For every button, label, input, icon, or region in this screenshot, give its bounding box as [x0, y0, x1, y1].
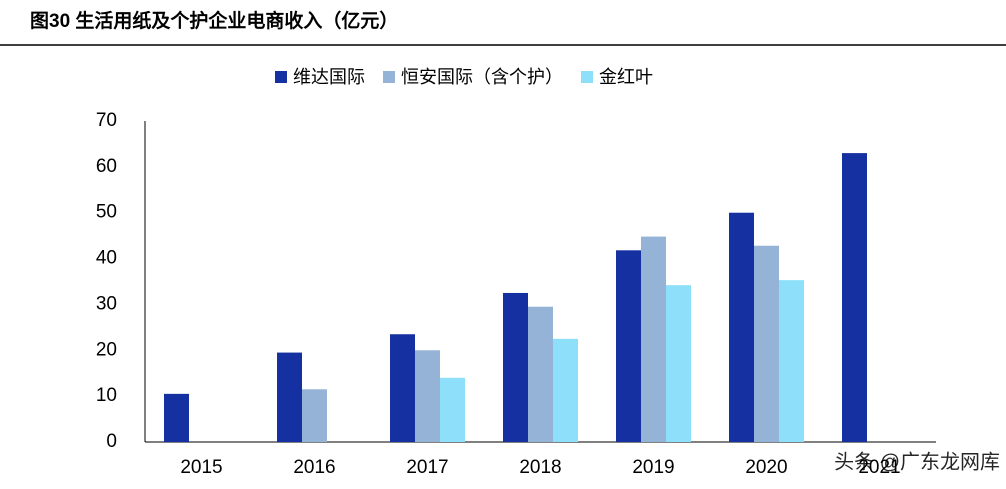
bar — [641, 236, 666, 442]
y-tick-label: 30 — [96, 293, 117, 314]
y-tick-label: 40 — [96, 248, 117, 269]
y-tick-label: 50 — [96, 202, 117, 223]
bar — [729, 212, 754, 442]
legend-swatch — [581, 71, 593, 83]
bar — [440, 377, 465, 442]
legend-label: 维达国际 — [293, 67, 365, 87]
y-tick-label: 70 — [96, 110, 117, 131]
bar — [553, 338, 578, 442]
bar — [164, 393, 189, 442]
y-tick-label: 0 — [106, 431, 117, 452]
x-tick-label: 2021 — [858, 457, 900, 478]
bar — [277, 352, 302, 442]
x-tick-label: 2016 — [293, 457, 335, 478]
x-tick-label: 2018 — [519, 457, 561, 478]
x-tick-label: 2015 — [180, 457, 222, 478]
bar — [842, 153, 867, 442]
watermark: 头条 @广东龙网库 — [834, 450, 1000, 473]
x-tick-label: 2020 — [745, 457, 787, 478]
bar — [415, 350, 440, 442]
y-tick-label: 10 — [96, 385, 117, 406]
legend-label: 金红叶 — [599, 67, 653, 87]
legend-swatch — [275, 71, 287, 83]
bar — [390, 334, 415, 442]
x-tick-label: 2019 — [632, 457, 674, 478]
bar — [779, 280, 804, 442]
bar — [616, 250, 641, 442]
bar — [666, 285, 691, 442]
y-tick-label: 60 — [96, 156, 117, 177]
bar — [754, 245, 779, 442]
legend-label: 恒安国际（含个护） — [401, 67, 563, 87]
bar — [302, 389, 327, 442]
y-tick-label: 20 — [96, 339, 117, 360]
x-tick-label: 2017 — [406, 457, 448, 478]
bar — [528, 306, 553, 442]
bar — [503, 292, 528, 442]
legend-swatch — [383, 71, 395, 83]
chart-title: 图30 生活用纸及个护企业电商收入（亿元） — [30, 9, 398, 32]
